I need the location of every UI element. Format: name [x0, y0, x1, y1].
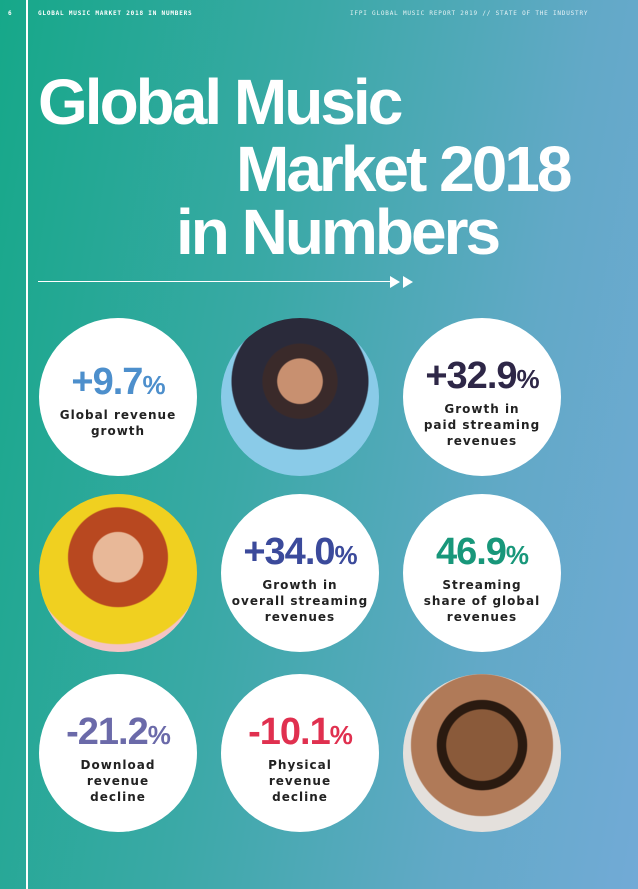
stat-number: +9.7: [71, 361, 143, 403]
stat-label-line: revenues: [446, 610, 518, 624]
stat-label-line: Physical: [268, 758, 332, 772]
artist-photo: [403, 674, 561, 832]
stat-label-line: Download: [80, 758, 156, 772]
title-line: Global Music: [38, 66, 403, 138]
title-line: Market 2018: [236, 133, 572, 205]
stat-number: -21.2: [66, 711, 149, 753]
stat-circle: 46.9% Streaming share of global revenues: [403, 494, 561, 652]
stat-value: +32.9%: [403, 356, 561, 399]
artist-photo: [39, 494, 197, 652]
stat-label-line: revenue: [268, 774, 332, 788]
stat-value: 46.9%: [403, 532, 561, 575]
stat-label-line: Growth in: [444, 402, 520, 416]
stat-label-line: revenues: [264, 610, 336, 624]
stat-circle: +32.9% Growth in paid streaming revenues: [403, 318, 561, 476]
stat-label-line: Growth in: [262, 578, 338, 592]
stat-label-line: growth: [90, 424, 146, 438]
stat-number: -10.1: [248, 711, 331, 753]
stat-label-line: Global revenue: [59, 408, 177, 422]
stat-label-line: revenues: [446, 434, 518, 448]
stat-label: Download revenue decline: [39, 757, 197, 805]
report-title: IFPI GLOBAL MUSIC REPORT 2019 // STATE O…: [350, 10, 589, 17]
divider: [26, 0, 28, 889]
stat-circle: -21.2% Download revenue decline: [39, 674, 197, 832]
stat-label: Global revenue growth: [39, 407, 197, 439]
stat-label-line: decline: [90, 790, 146, 804]
stat-label: Growth in overall streaming revenues: [221, 577, 379, 625]
stat-value: +9.7%: [39, 362, 197, 405]
stat-value: +34.0%: [221, 532, 379, 575]
stat-unit: %: [142, 370, 165, 400]
stat-label: Physical revenue decline: [221, 757, 379, 805]
stat-label: Growth in paid streaming revenues: [403, 401, 561, 449]
section-title: GLOBAL MUSIC MARKET 2018 IN NUMBERS: [38, 10, 193, 17]
stat-circle: +9.7% Global revenue growth: [39, 318, 197, 476]
stat-label-line: Streaming: [442, 578, 522, 592]
stat-unit: %: [329, 720, 353, 750]
stat-circle: -10.1% Physical revenue decline: [221, 674, 379, 832]
stat-circle: +34.0% Growth in overall streaming revenues: [221, 494, 379, 652]
stat-label-line: overall streaming: [231, 594, 369, 608]
stat-value: -10.1%: [221, 712, 379, 755]
stat-number: 46.9: [435, 531, 507, 573]
stat-label-line: decline: [272, 790, 328, 804]
stat-label-line: paid streaming: [423, 418, 541, 432]
arrow-heads: [390, 276, 413, 288]
stat-unit: %: [147, 720, 171, 750]
stat-unit: %: [334, 540, 358, 570]
artist-photo: [221, 318, 379, 476]
stat-label-line: share of global: [423, 594, 541, 608]
stat-unit: %: [505, 540, 529, 570]
stat-label: Streaming share of global revenues: [403, 577, 561, 625]
stat-label-line: revenue: [86, 774, 150, 788]
stat-value: -21.2%: [39, 712, 197, 755]
title-line: in Numbers: [176, 196, 501, 268]
stat-unit: %: [516, 364, 540, 394]
page-number: 6: [8, 10, 13, 17]
stat-number: +34.0: [243, 531, 335, 573]
arrow-line: [38, 281, 390, 282]
stat-number: +32.9: [425, 355, 517, 397]
